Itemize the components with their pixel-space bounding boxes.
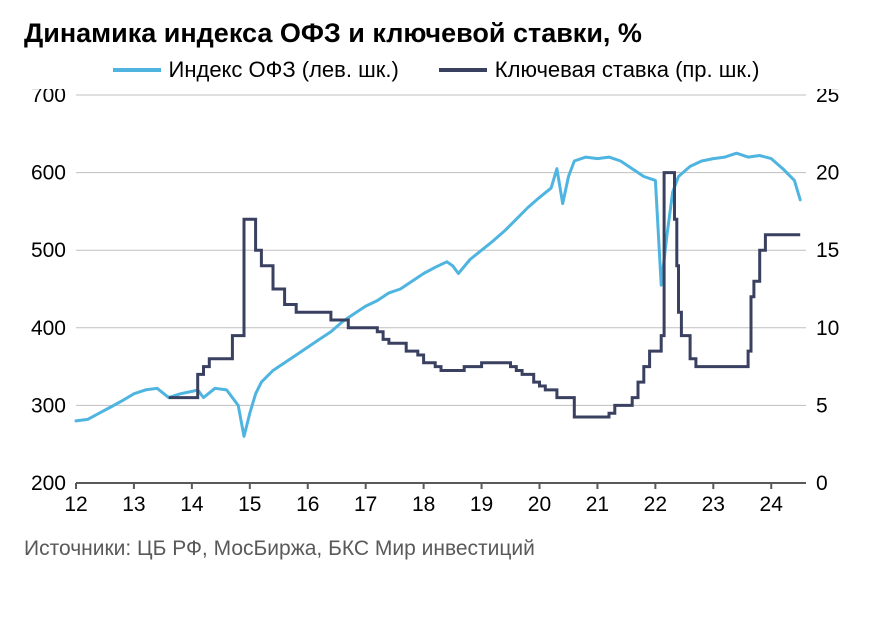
svg-text:18: 18 <box>412 493 435 516</box>
svg-text:20: 20 <box>528 493 551 516</box>
svg-text:17: 17 <box>354 493 377 516</box>
svg-text:700: 700 <box>31 89 66 107</box>
svg-text:23: 23 <box>702 493 725 516</box>
legend-label-ofz: Индекс ОФЗ (лев. шк.) <box>169 57 399 83</box>
legend-item-rate: Ключевая ставка (пр. шк.) <box>439 57 760 83</box>
svg-text:16: 16 <box>296 493 319 516</box>
svg-text:400: 400 <box>31 317 66 340</box>
svg-text:13: 13 <box>122 493 145 516</box>
svg-text:200: 200 <box>31 472 66 495</box>
svg-text:10: 10 <box>816 317 839 340</box>
svg-text:15: 15 <box>816 239 839 262</box>
chart-area: 1213141516171819202122232420030040050060… <box>20 89 852 519</box>
legend-item-ofz: Индекс ОФЗ (лев. шк.) <box>113 57 399 83</box>
svg-text:20: 20 <box>816 162 839 185</box>
legend: Индекс ОФЗ (лев. шк.) Ключевая ставка (п… <box>20 57 852 83</box>
svg-text:500: 500 <box>31 239 66 262</box>
source-footer: Источники: ЦБ РФ, МосБиржа, БКС Мир инве… <box>24 537 852 561</box>
legend-swatch-rate <box>439 68 487 72</box>
svg-text:14: 14 <box>180 493 204 516</box>
svg-text:15: 15 <box>238 493 261 516</box>
chart-title: Динамика индекса ОФЗ и ключевой ставки, … <box>24 18 852 49</box>
svg-text:300: 300 <box>31 394 66 417</box>
svg-text:600: 600 <box>31 162 66 185</box>
chart-svg: 1213141516171819202122232420030040050060… <box>20 89 852 519</box>
svg-text:0: 0 <box>816 472 828 495</box>
svg-text:5: 5 <box>816 394 828 417</box>
svg-text:24: 24 <box>760 493 784 516</box>
legend-swatch-ofz <box>113 68 161 72</box>
svg-text:21: 21 <box>586 493 609 516</box>
svg-text:25: 25 <box>816 89 839 107</box>
svg-text:22: 22 <box>644 493 667 516</box>
svg-text:12: 12 <box>64 493 87 516</box>
svg-text:19: 19 <box>470 493 493 516</box>
legend-label-rate: Ключевая ставка (пр. шк.) <box>495 57 760 83</box>
